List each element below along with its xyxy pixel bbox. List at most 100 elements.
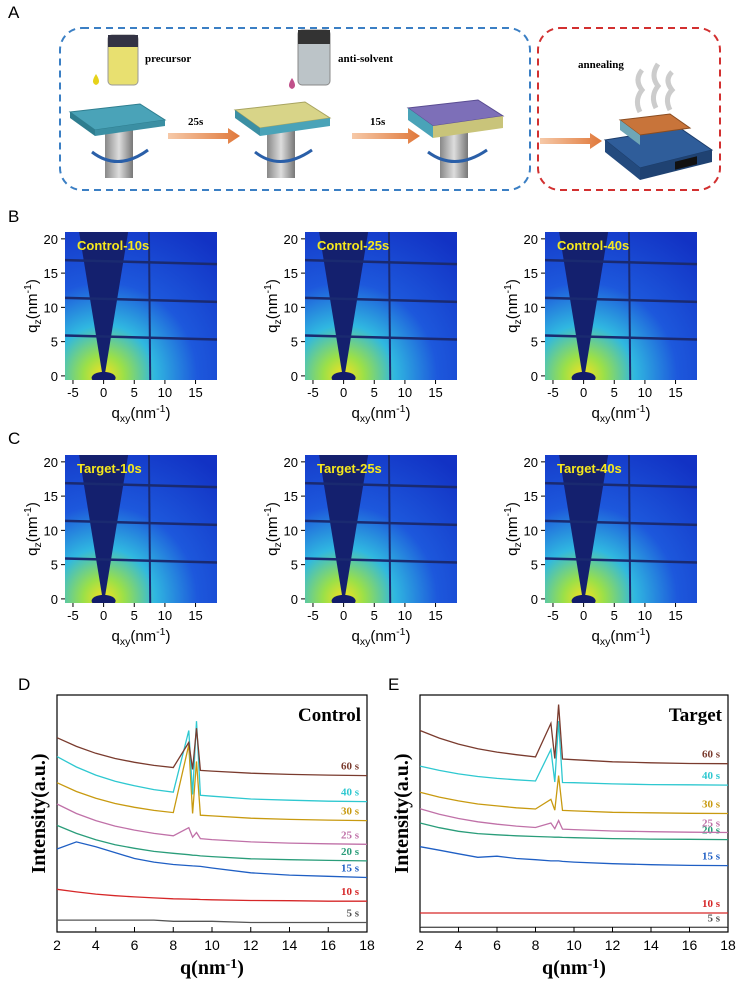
time-label: 25s [188,116,204,128]
y-tick-label: 20 [524,455,538,470]
x-tick-label: 0 [580,385,587,400]
label-part: q [24,548,41,556]
x-tick-label: 5 [611,608,618,623]
x-tick-label: 15 [188,608,202,623]
series-line [56,744,368,822]
step-label: precursor [145,53,191,65]
label-part: (nm [130,628,156,645]
axis-label: qxy(nm-1) [351,403,410,425]
x-tick-label: 0 [100,608,107,623]
y-tick-label: 0 [291,369,298,384]
series-label: 5 s [707,912,720,924]
axis-label: qz(nm-1) [22,279,44,333]
y-tick-label: 0 [531,592,538,607]
axis-label: qz(nm-1) [262,502,284,556]
x-tick-label: 18 [359,937,375,953]
detector-image [65,232,217,380]
label-part: (nm [24,293,41,319]
label-part: -1 [22,507,34,516]
y-tick-label: 10 [284,523,298,538]
x-tick-label: -5 [307,385,319,400]
label-part: ) [264,502,281,507]
step-label: anti-solvent [338,53,393,65]
series-line [56,803,368,845]
label-part: (nm [504,516,521,542]
x-tick-label: 15 [188,385,202,400]
rotation-arrow [254,148,313,163]
label-part: ) [646,628,651,645]
axis-label: qz(nm-1) [22,502,44,556]
label-part: (nm [370,628,396,645]
y-axis-label: Intensity(a.u.) [28,753,50,873]
spindle [267,128,295,178]
label-part: q [24,325,41,333]
x-tick-label: -5 [547,385,559,400]
substrate [95,120,165,136]
x-tick-label: -5 [547,608,559,623]
y-tick-label: 0 [51,592,58,607]
x-tick-label: 18 [720,937,736,953]
x-tick-label: 0 [580,608,587,623]
rotation-arrow [427,148,488,163]
x-tick-label: 8 [169,937,177,953]
axis-label: q(nm-1) [542,957,606,979]
y-tick-label: 0 [531,369,538,384]
label-part: -1 [636,626,645,638]
detector-gap [305,296,457,304]
label-part: -1 [502,507,514,516]
schematic: precursor 25s anti-solvent 15s [59,27,721,191]
label-part: xy [120,636,131,648]
label-part: -1 [262,284,274,293]
y-tick-label: 20 [44,455,58,470]
axis-label: qxy(nm-1) [591,626,650,648]
panel-title: Control-10s [77,238,149,253]
series-line [56,721,368,803]
x-tick-label: 10 [638,608,652,623]
label-part: z [32,319,44,324]
detector-gap [545,334,697,341]
y-tick-label: 15 [524,266,538,281]
label-part: (nm [610,405,636,422]
label-part: (nm [130,405,156,422]
steam [634,68,646,114]
detector-gap [65,334,217,341]
y-tick-label: 15 [44,489,58,504]
missing-wedge [319,232,369,376]
missing-wedge [79,455,129,599]
x-tick-label: 15 [668,608,682,623]
series-label: 60 s [341,761,360,773]
label-part: ) [24,502,41,507]
series-label: 5 s [346,908,359,920]
label-part: -1 [502,284,514,293]
panel-label: C [8,429,20,448]
series-label: 30 s [702,799,721,811]
label-part: q [264,548,281,556]
substrate [433,116,503,138]
missing-wedge [559,455,609,599]
axis-label: qxy(nm-1) [351,626,410,648]
chart-title: Control [298,705,361,726]
y-tick-label: 0 [291,592,298,607]
label-part: -1 [636,403,645,415]
x-tick-label: 0 [340,608,347,623]
detector-gap [545,519,697,527]
series-line [56,841,368,879]
series-line [57,919,367,924]
series-label: 15 s [341,862,360,874]
label-part: -1 [156,626,165,638]
x-tick-label: 16 [682,937,698,953]
label-part: ) [237,957,244,979]
detector-image [305,232,457,380]
y-tick-label: 10 [524,523,538,538]
arrow [352,128,420,144]
series-label: 30 s [341,806,360,818]
series-label: 60 s [702,749,721,761]
substrate [70,112,95,136]
label-part: q [264,325,281,333]
axis-label: qz(nm-1) [262,279,284,333]
detector-gap [387,455,392,603]
series-line [419,808,729,834]
label-part: (nm [610,628,636,645]
label-part: xy [600,636,611,648]
axis-label: qz(nm-1) [502,279,524,333]
